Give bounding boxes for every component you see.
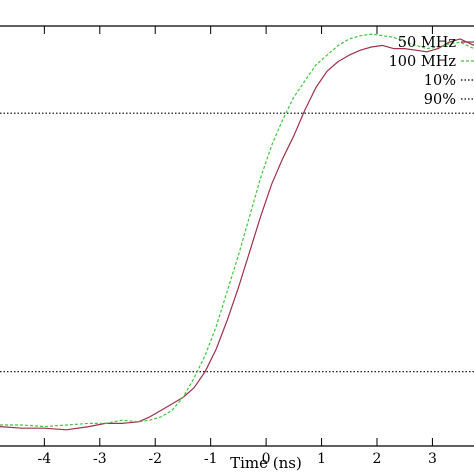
legend: 50 MHz 100 MHz 10% 90% bbox=[389, 35, 474, 108]
plot-frame bbox=[0, 25, 474, 447]
legend-label-2: 10% bbox=[424, 73, 456, 89]
x-axis-ticks bbox=[43, 26, 433, 446]
x-tick-label-6: 2 bbox=[373, 451, 382, 467]
x-tick-label-2: -2 bbox=[148, 451, 162, 467]
x-tick-label-1: -3 bbox=[93, 451, 107, 467]
x-axis-tick-labels: -4 -3 -2 -1 0 1 2 3 bbox=[38, 451, 437, 467]
legend-label-3: 90% bbox=[424, 92, 456, 108]
x-tick-label-4: 0 bbox=[262, 451, 271, 467]
series-line-0 bbox=[0, 38, 474, 431]
x-axis-label: Time (ns) bbox=[230, 454, 302, 472]
series-lines bbox=[0, 33, 474, 431]
x-tick-label-7: 3 bbox=[428, 451, 437, 467]
x-tick-label-0: -4 bbox=[38, 451, 52, 467]
series-line-1 bbox=[0, 33, 474, 428]
x-tick-label-5: 1 bbox=[317, 451, 326, 467]
legend-label-0: 50 MHz bbox=[398, 35, 457, 51]
x-tick-label-3: -1 bbox=[204, 451, 218, 467]
legend-label-1: 100 MHz bbox=[389, 54, 457, 70]
